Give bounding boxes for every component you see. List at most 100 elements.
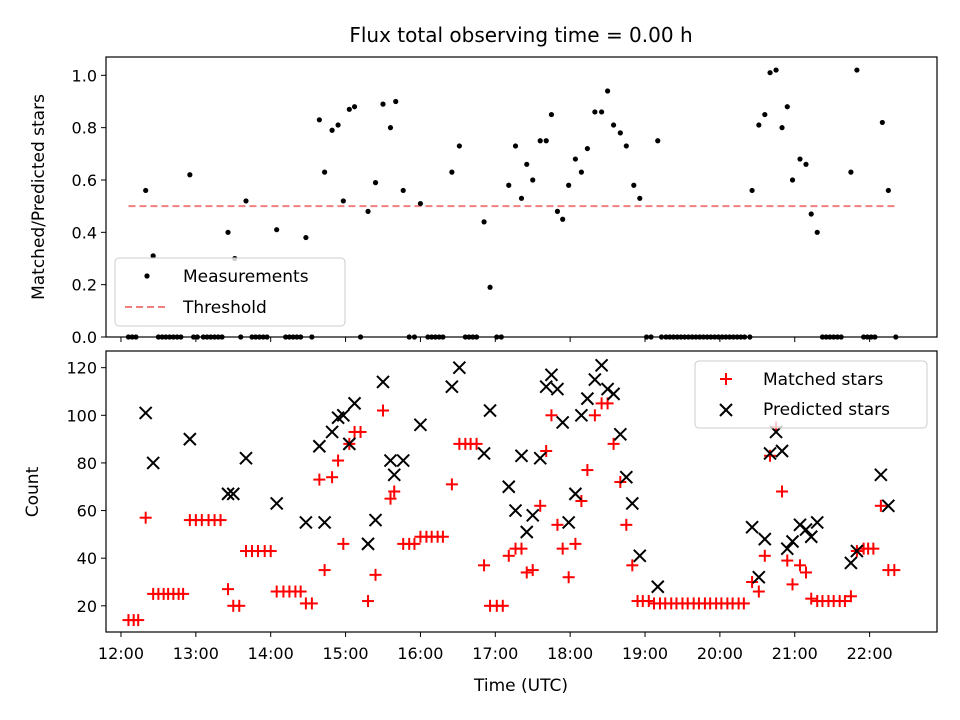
bottom-x-tick-label: 12:00: [98, 644, 144, 663]
matched-star-point: [388, 485, 401, 498]
predicted-marker-b: [544, 368, 559, 382]
measurement-point: [623, 143, 629, 149]
predicted-marker-b: [526, 508, 540, 523]
matched-star-point: [132, 614, 145, 627]
legend-predicted-marker: [719, 403, 733, 417]
predicted-marker-b: [613, 427, 628, 442]
predicted-star-point: [508, 503, 523, 518]
matched-star-point: [470, 437, 483, 450]
matched-star-point: [233, 599, 246, 612]
predicted-star-point: [239, 451, 253, 465]
predicted-marker-b: [226, 487, 240, 501]
predicted-star-point: [325, 425, 339, 439]
predicted-marker-b: [477, 446, 491, 461]
predicted-marker-b: [763, 446, 777, 461]
predicted-star-point: [396, 453, 410, 468]
predicted-marker-b: [844, 556, 858, 570]
matched-star-point: [793, 559, 806, 572]
matched-star-point: [139, 511, 152, 524]
matched-star-point: [294, 585, 307, 598]
measurement-point: [592, 109, 598, 115]
predicted-star-point: [312, 439, 327, 453]
predicted-star-point: [146, 456, 160, 470]
measurement-point: [524, 161, 530, 167]
measurement-point: [762, 111, 768, 118]
measurement-point: [456, 143, 462, 149]
measurement-point: [560, 216, 566, 222]
matched-star-point: [177, 587, 190, 600]
bottom-y-tick-label: 60: [77, 502, 97, 521]
measurement-point: [848, 169, 854, 175]
measurement-point: [554, 208, 561, 214]
predicted-marker-b: [594, 358, 609, 372]
predicted-star-point: [445, 380, 459, 394]
measurement-point: [417, 200, 424, 207]
top-y-tick-label: 0.0: [72, 328, 97, 347]
measurement-point: [767, 70, 773, 76]
predicted-marker-b: [269, 496, 284, 511]
predicted-star-point: [361, 537, 375, 551]
predicted-star-point: [317, 515, 332, 530]
matched-star-point: [752, 585, 765, 598]
measurement-point: [387, 125, 394, 131]
predicted-star-point: [483, 403, 497, 418]
measurement-point: [797, 156, 803, 162]
predicted-marker-b: [376, 375, 390, 389]
measurement-point: [879, 119, 885, 126]
bottom-x-tick-label: 15:00: [323, 644, 369, 663]
measurement-point: [803, 161, 809, 167]
predicted-star-point: [568, 487, 583, 501]
predicted-marker-b: [799, 522, 813, 537]
predicted-marker-b: [745, 520, 759, 534]
predicted-marker-b: [183, 432, 197, 446]
bottom-x-tick-label: 16:00: [397, 644, 443, 663]
predicted-star-point: [347, 396, 362, 411]
matched-star-point: [776, 485, 789, 498]
predicted-star-point: [539, 380, 553, 394]
chart-title: Flux total observing time = 0.00 h: [349, 23, 692, 47]
predicted-star-point: [376, 375, 390, 389]
legend-predicted-label: Predicted stars: [763, 400, 890, 420]
measurement-point: [604, 88, 611, 94]
measurement-point: [655, 138, 661, 144]
predicted-star-point: [588, 372, 602, 387]
matched-star-point: [264, 545, 277, 558]
predicted-star-point: [336, 408, 351, 423]
top-y-tick-label: 0.4: [72, 223, 97, 242]
predicted-marker-b: [514, 449, 529, 463]
matched-star-point: [746, 575, 759, 588]
predicted-star-point: [633, 549, 647, 563]
matched-star-point: [534, 499, 547, 512]
predicted-star-point: [613, 427, 628, 442]
predicted-marker-b: [874, 468, 888, 482]
matched-star-point: [337, 537, 350, 550]
measurement-point: [340, 198, 346, 204]
predicted-marker-b: [445, 380, 459, 394]
measurement-point: [351, 104, 358, 110]
predicted-star-point: [561, 515, 576, 530]
matched-star-point: [758, 549, 771, 562]
predicted-star-point: [533, 451, 547, 465]
measurement-point: [243, 198, 249, 204]
predicted-star-point: [413, 418, 428, 432]
matched-star-point: [332, 454, 345, 467]
bottom-x-tick-label: 18:00: [547, 644, 593, 663]
predicted-marker-b: [810, 515, 824, 530]
measurement-point: [773, 67, 779, 73]
predicted-marker-b: [580, 391, 595, 406]
bottom-x-tick-label: 19:00: [622, 644, 668, 663]
measurement-point: [814, 229, 820, 235]
matched-star-point: [781, 554, 794, 567]
predicted-star-point: [550, 382, 565, 396]
measurement-point: [756, 122, 762, 128]
measurement-point: [322, 169, 328, 175]
predicted-star-point: [574, 408, 589, 423]
measurement-point: [303, 234, 309, 241]
matched-star-point: [384, 492, 397, 505]
matched-star-point: [786, 578, 799, 591]
legend-matched-label: Matched stars: [763, 370, 883, 390]
predicted-marker-b: [317, 515, 332, 530]
top-y-tick-label: 0.6: [72, 171, 97, 190]
predicted-star-point: [526, 508, 540, 523]
